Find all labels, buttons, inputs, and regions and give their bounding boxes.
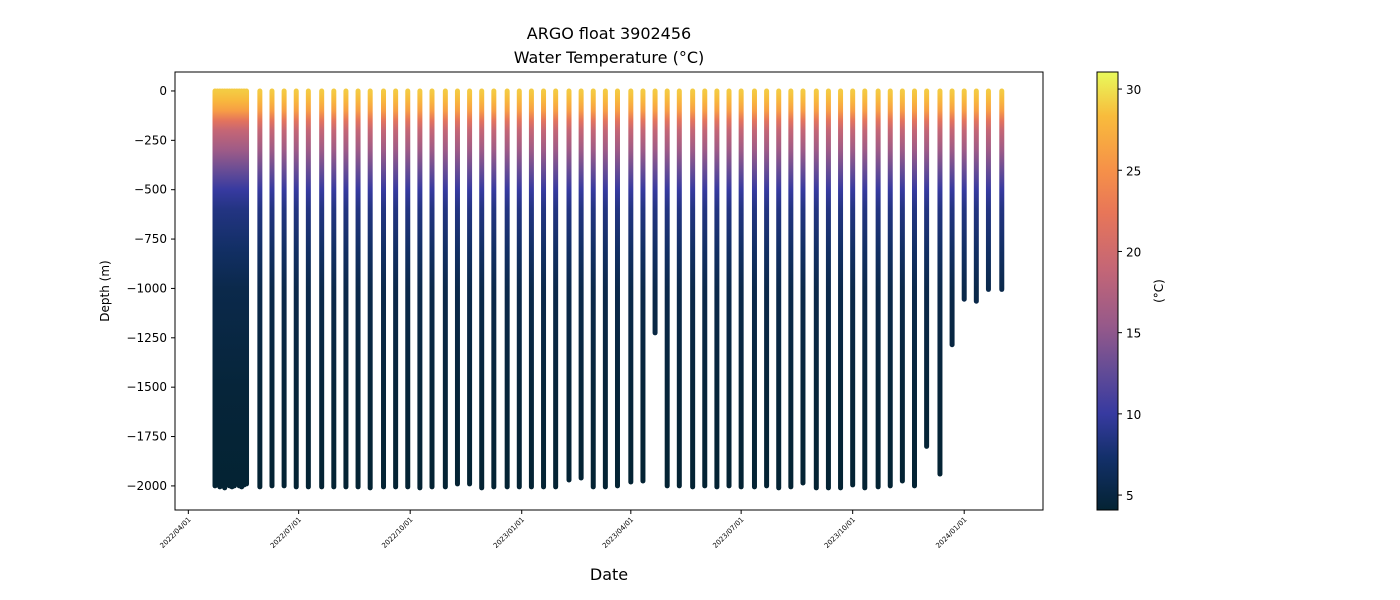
x-tick-label: 2022/07/01: [269, 516, 303, 550]
x-tick-label: 2023/10/01: [823, 516, 857, 550]
y-tick-label: −1000: [126, 281, 167, 295]
x-tick-label: 2023/04/01: [601, 516, 635, 550]
y-tick-label: −1250: [126, 331, 167, 345]
colorbar-label: (°C): [1152, 279, 1166, 303]
y-axis-label: Depth (m): [98, 260, 112, 321]
chart-title: ARGO float 3902456: [527, 24, 691, 43]
colorbar-tick-label: 30: [1126, 83, 1141, 97]
colorbar-tick-label: 20: [1126, 245, 1141, 259]
colorbar-tick-label: 15: [1126, 327, 1141, 341]
y-tick-label: −750: [134, 232, 167, 246]
y-tick-label: 0: [159, 84, 167, 98]
y-tick-label: −250: [134, 133, 167, 147]
colorbar-tick-label: 10: [1126, 408, 1141, 422]
chart-subtitle: Water Temperature (°C): [514, 48, 704, 67]
x-tick-label: 2023/07/01: [711, 516, 745, 550]
x-tick-label: 2022/10/01: [380, 516, 414, 550]
y-tick-label: −1500: [126, 380, 167, 394]
y-tick-label: −500: [134, 183, 167, 197]
y-tick-label: −2000: [126, 479, 167, 493]
y-tick-label: −1750: [126, 430, 167, 444]
colorbar: [1096, 71, 1119, 511]
x-tick-label: 2023/01/01: [492, 516, 526, 550]
colorbar-tick-label: 25: [1126, 164, 1141, 178]
plot-frame: [174, 71, 1044, 511]
x-tick-label: 2024/01/01: [934, 516, 968, 550]
x-axis-label: Date: [590, 565, 628, 584]
x-tick-label: 2022/04/01: [159, 516, 193, 550]
colorbar-tick-label: 5: [1126, 489, 1134, 503]
